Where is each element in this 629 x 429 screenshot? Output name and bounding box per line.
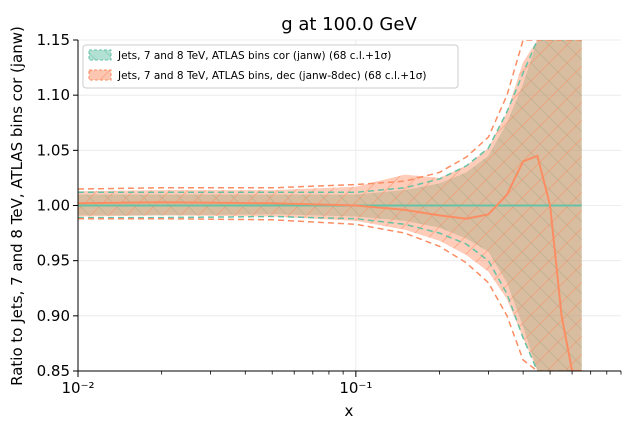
legend-frame [82,44,459,89]
legend-entry-dec: Jets, 7 and 8 TeV, ATLAS bins, dec (janw… [88,69,426,82]
y-tick-label-4: 1.05 [37,141,70,159]
legend-label-dec: Jets, 7 and 8 TeV, ATLAS bins, dec (janw… [117,70,426,82]
y-tick-label-2: 0.95 [37,252,70,270]
legend-entry-cor: Jets, 7 and 8 TeV, ATLAS bins cor (janw)… [88,49,391,62]
y-tick-label-0: 0.85 [37,362,70,380]
x-axis-label: x [345,402,354,420]
y-axis-label: Ratio to Jets, 7 and 8 TeV, ATLAS bins c… [8,26,26,386]
x-tick-label-1: 10⁻¹ [339,379,372,397]
legend-hatch-dec [89,70,111,80]
y-tick-label-5: 1.10 [37,86,70,104]
central-line-dec [78,154,582,371]
dashed-upper-dec [78,40,582,190]
y-tick-label-6: 1.15 [37,31,70,49]
y-tick-label-3: 1.00 [37,197,70,215]
dashed-lower-cor [78,215,582,371]
legend: Jets, 7 and 8 TeV, ATLAS bins cor (janw)… [82,44,459,89]
series-lines [78,40,582,371]
x-tick-label-0: 10⁻² [61,379,94,397]
axis-ticks: 0.85 0.90 0.95 1.00 1.05 1.10 1.15 10⁻² 10⁻¹ [37,31,622,397]
dashed-upper-cor [78,40,582,194]
y-tick-label-1: 0.90 [37,307,70,325]
dashed-lower-dec [78,217,582,371]
legend-hatch-cor [89,50,111,60]
legend-label-cor: Jets, 7 and 8 TeV, ATLAS bins cor (janw)… [117,50,391,62]
chart-title: g at 100.0 GeV [281,14,417,35]
